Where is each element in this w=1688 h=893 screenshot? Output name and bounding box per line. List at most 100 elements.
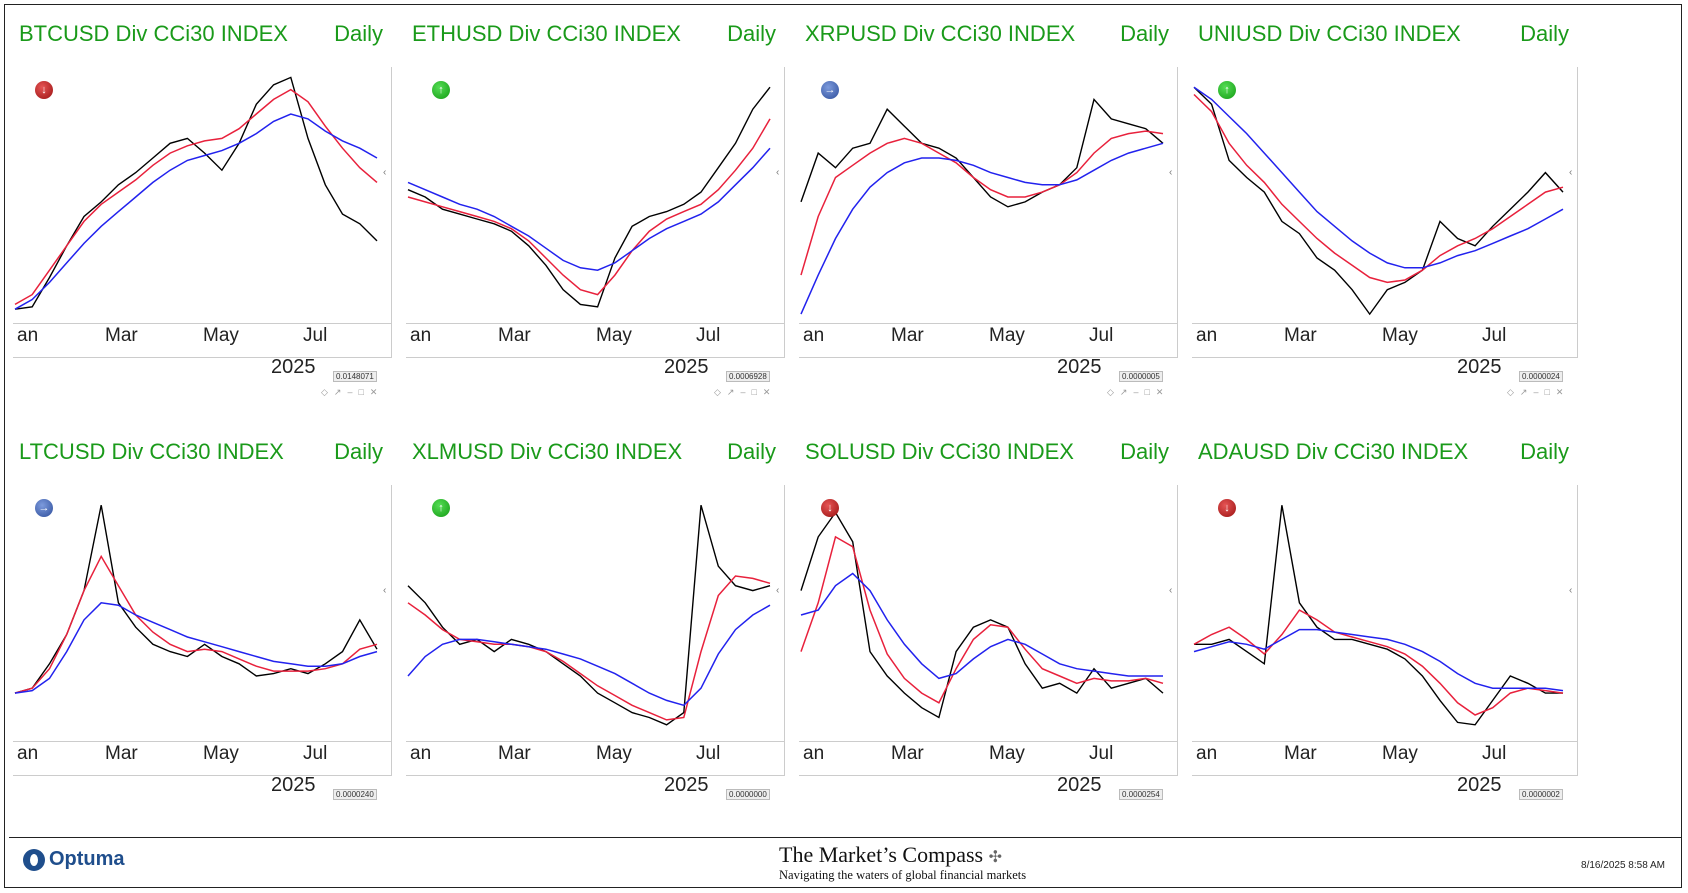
x-tick-label: Jul: [696, 325, 721, 346]
line-chart: [800, 511, 1164, 719]
series-line: [1193, 86, 1564, 316]
series-line: [14, 505, 378, 694]
signal-arrow-icon: ↓: [35, 81, 53, 99]
plot-area: an Mar May Jul 2025 0.0000000 ‹ ↑: [406, 485, 785, 800]
series-line: [14, 88, 378, 306]
x-tick-label: Jul: [303, 325, 328, 346]
plot-area: an Mar May Jul 2025 0.0000002 ‹ ↓: [1192, 485, 1578, 800]
signal-arrow-icon: ↑: [1218, 81, 1236, 99]
line-chart: [1193, 505, 1564, 726]
collapse-tab-icon[interactable]: ‹: [383, 585, 387, 596]
collapse-tab-icon[interactable]: ‹: [383, 167, 387, 178]
line-chart: [14, 505, 378, 694]
chart-title: ETHUSD Div CCi30 INDEX: [412, 21, 681, 46]
x-year-label: 2025: [1057, 774, 1102, 796]
series-line: [407, 604, 771, 707]
collapse-tab-icon[interactable]: ‹: [776, 167, 780, 178]
series-line: [1193, 628, 1564, 692]
signal-arrow-icon: →: [35, 499, 53, 517]
x-axis-line: [13, 323, 391, 324]
x-tick-label: an: [17, 743, 39, 764]
optuma-brand: Optuma: [49, 848, 125, 870]
line-chart: [14, 76, 378, 310]
series-line: [1193, 609, 1564, 716]
x-axis-line: [406, 741, 784, 742]
last-value-label: 0.0000024: [1519, 371, 1563, 382]
x-tick-label: May: [1382, 325, 1418, 346]
x-tick-label: Jul: [1089, 743, 1114, 764]
market-compass-title: The Market’s Compass: [779, 842, 984, 867]
x-tick-label: May: [203, 325, 239, 346]
chart-title: SOLUSD Div CCi30 INDEX: [805, 439, 1074, 464]
chart-period: Daily: [1120, 439, 1169, 464]
chart-period: Daily: [1520, 21, 1569, 46]
collapse-tab-icon[interactable]: ‹: [1569, 167, 1573, 178]
window-controls-icon[interactable]: ◇↗–□✕: [1107, 387, 1170, 397]
chart-title: LTCUSD Div CCi30 INDEX: [19, 439, 284, 464]
window-controls-icon[interactable]: ◇↗–□✕: [714, 387, 777, 397]
last-value-label: 0.0148071: [333, 371, 377, 382]
x-year-label: 2025: [271, 356, 316, 378]
series-line: [14, 76, 378, 310]
series-line: [800, 572, 1163, 680]
x-tick-label: May: [203, 743, 239, 764]
window-controls-icon[interactable]: ◇↗–□✕: [321, 387, 384, 397]
last-value-label: 0.0000254: [1119, 789, 1163, 800]
series-line: [407, 575, 771, 721]
x-year-label: 2025: [1057, 356, 1102, 378]
compass-rose-icon: ✣: [988, 849, 1002, 866]
series-line: [407, 118, 771, 296]
line-chart: [1193, 86, 1564, 316]
plot-area: an Mar May Jul 2025 0.0148071 ‹ ↓: [13, 67, 392, 382]
x-tick-label: Mar: [105, 743, 138, 764]
optuma-logo-icon: [23, 848, 45, 871]
chart-title: UNIUSD Div CCi30 INDEX: [1198, 21, 1461, 46]
chart-panel: UNIUSD Div CCi30 INDEX Daily an Mar May Jul 20…: [1188, 11, 1581, 421]
chart-title: XRPUSD Div CCi30 INDEX: [805, 21, 1076, 46]
plot-area: an Mar May Jul 2025 0.0000005 ‹ →: [799, 67, 1178, 382]
x-axis-line: [799, 323, 1177, 324]
series-line: [14, 113, 378, 310]
series-line: [14, 602, 378, 694]
x-axis-line: [1192, 741, 1577, 742]
x-tick-label: an: [1196, 743, 1218, 764]
x-axis-line: [799, 741, 1177, 742]
x-tick-label: Jul: [1089, 325, 1114, 346]
series-line: [1193, 86, 1564, 269]
x-tick-label: Mar: [1284, 743, 1317, 764]
x-tick-label: Mar: [498, 743, 531, 764]
chart-panel: BTCUSD Div CCi30 INDEX Daily an Mar May Jul 20…: [9, 11, 395, 421]
plot-area: an Mar May Jul 2025 0.0000024 ‹ ↑: [1192, 67, 1578, 382]
x-axis-line: [406, 323, 784, 324]
series-line: [800, 130, 1164, 276]
timestamp: 8/16/2025 8:58 AM: [1581, 860, 1665, 871]
series-line: [1193, 93, 1564, 284]
signal-arrow-icon: ↑: [432, 499, 450, 517]
collapse-tab-icon[interactable]: ‹: [1169, 167, 1173, 178]
x-tick-label: an: [17, 325, 39, 346]
x-tick-label: an: [803, 325, 825, 346]
line-chart: [407, 505, 771, 726]
optuma-logo: Optuma: [23, 848, 125, 871]
x-tick-label: May: [989, 743, 1025, 764]
chart-period: Daily: [1120, 21, 1169, 46]
x-tick-label: Mar: [891, 743, 924, 764]
series-line: [800, 97, 1164, 208]
x-tick-label: May: [1382, 743, 1418, 764]
chart-period: Daily: [727, 439, 776, 464]
signal-arrow-icon: ↑: [432, 81, 450, 99]
x-tick-label: an: [410, 325, 432, 346]
signal-arrow-icon: ↓: [1218, 499, 1236, 517]
collapse-tab-icon[interactable]: ‹: [1169, 585, 1173, 596]
last-value-label: 0.0000240: [333, 789, 377, 800]
collapse-tab-icon[interactable]: ‹: [1569, 585, 1573, 596]
x-tick-label: an: [1196, 325, 1218, 346]
x-tick-label: Jul: [1482, 325, 1507, 346]
series-line: [14, 554, 378, 694]
collapse-tab-icon[interactable]: ‹: [776, 585, 780, 596]
x-year-label: 2025: [1457, 356, 1502, 378]
window-controls-icon[interactable]: ◇↗–□✕: [1507, 387, 1570, 397]
x-tick-label: Mar: [498, 325, 531, 346]
chart-panel: ETHUSD Div CCi30 INDEX Daily an Mar May Jul 20…: [402, 11, 788, 421]
chart-panel: XRPUSD Div CCi30 INDEX Daily an Mar May Jul 20…: [795, 11, 1181, 421]
